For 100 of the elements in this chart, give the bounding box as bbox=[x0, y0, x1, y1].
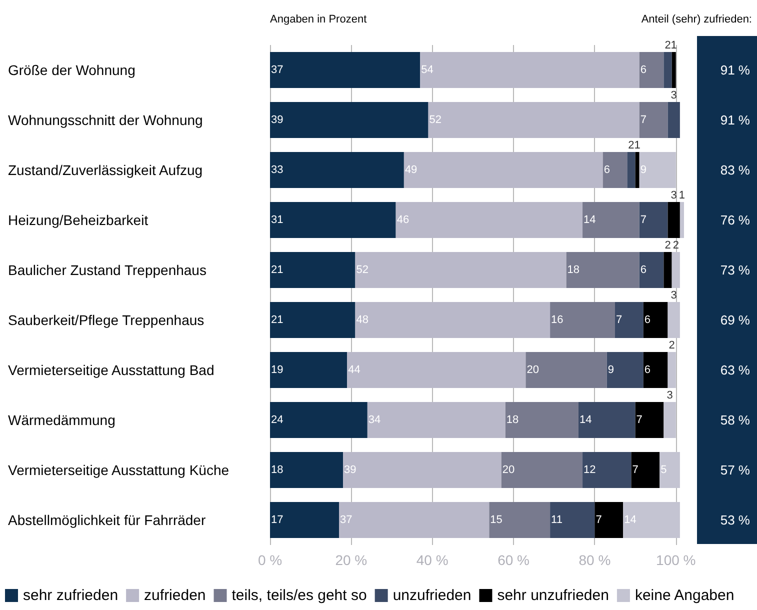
bar bbox=[489, 502, 550, 538]
data-label: 37 bbox=[340, 514, 352, 526]
bar bbox=[270, 302, 356, 338]
bar bbox=[550, 502, 595, 538]
data-label: 39 bbox=[344, 464, 356, 476]
data-label: 2 bbox=[668, 340, 675, 352]
data-label: 2 bbox=[628, 140, 634, 152]
legend-label: unzufrieden bbox=[392, 587, 472, 604]
text: 69 % bbox=[720, 312, 750, 328]
data-label: 52 bbox=[356, 264, 368, 276]
bar bbox=[367, 402, 506, 438]
data-label: 31 bbox=[271, 214, 284, 226]
data-label: 1 bbox=[678, 190, 686, 202]
legend-label: sehr zufrieden bbox=[23, 587, 118, 604]
data-label: 34 bbox=[368, 414, 381, 426]
data-label: 14 bbox=[579, 414, 592, 426]
data-label: 19 bbox=[271, 364, 284, 376]
y-tick-label: Wohnungsschnitt der Wohnung bbox=[8, 112, 203, 128]
text: 58 % bbox=[720, 412, 750, 428]
data-label: 11 bbox=[551, 514, 562, 526]
data-label: 3 bbox=[666, 390, 673, 402]
chart-subtitle: Angaben in Prozent bbox=[270, 14, 367, 26]
data-label: 3 bbox=[670, 190, 677, 202]
bar bbox=[639, 102, 668, 138]
y-tick-label: Vermieterseitige Ausstattung Bad bbox=[8, 362, 214, 378]
text: Anteil (sehr) zufrieden: bbox=[641, 14, 752, 26]
data-label: 3 bbox=[670, 90, 677, 102]
bar bbox=[501, 452, 583, 488]
bar bbox=[270, 102, 428, 138]
data-label: 9 bbox=[640, 164, 646, 176]
bar bbox=[639, 152, 676, 188]
bar bbox=[680, 202, 684, 238]
bar bbox=[639, 52, 664, 88]
data-label: 46 bbox=[396, 214, 410, 226]
data-label: 2 bbox=[672, 240, 679, 252]
bar bbox=[672, 252, 680, 288]
bar bbox=[355, 252, 566, 288]
data-label: 48 bbox=[356, 314, 368, 326]
text: 57 % bbox=[720, 462, 750, 478]
bar bbox=[347, 352, 526, 388]
bar bbox=[664, 252, 672, 288]
data-label: 7 bbox=[616, 314, 622, 326]
bar bbox=[668, 302, 680, 338]
text: 91 % bbox=[720, 112, 750, 128]
y-tick-label: Wärmedämmung bbox=[8, 412, 116, 428]
bar bbox=[343, 452, 502, 488]
bar bbox=[582, 452, 632, 488]
legend-label: zufrieden bbox=[144, 587, 206, 604]
bar bbox=[643, 352, 668, 388]
bar bbox=[639, 252, 664, 288]
bar bbox=[639, 202, 668, 238]
data-label: 39 bbox=[271, 114, 284, 126]
bar bbox=[428, 102, 640, 138]
x-tick-label: 100 % bbox=[656, 552, 696, 568]
y-tick-label: Zustand/Zuverlässigkeit Aufzug bbox=[8, 162, 203, 178]
x-tick-label: 80 % bbox=[578, 552, 611, 568]
legend-label: keine Angaben bbox=[634, 587, 734, 604]
legend-label: sehr unzufrieden bbox=[497, 587, 609, 604]
bar bbox=[396, 202, 583, 238]
data-label: 6 bbox=[640, 264, 646, 276]
bar bbox=[420, 52, 640, 88]
bar bbox=[668, 102, 680, 138]
y-tick-label: Größe der Wohnung bbox=[8, 62, 136, 78]
bar bbox=[270, 402, 368, 438]
data-label: 16 bbox=[551, 314, 564, 326]
data-label: 18 bbox=[506, 414, 519, 426]
x-tick-label: 40 % bbox=[416, 552, 448, 568]
bar bbox=[526, 352, 607, 388]
bar bbox=[550, 302, 615, 338]
y-tick-label: Sauberkeit/Pflege Treppenhaus bbox=[8, 312, 204, 328]
data-label: 2 bbox=[664, 40, 671, 52]
data-label: 33 bbox=[271, 164, 284, 176]
y-tick-label: Vermieterseitige Ausstattung Küche bbox=[8, 462, 230, 478]
text: 76 % bbox=[720, 212, 750, 228]
data-label: 9 bbox=[608, 364, 614, 376]
data-label: 7 bbox=[640, 214, 646, 226]
text: 63 % bbox=[720, 362, 750, 378]
bar bbox=[270, 452, 344, 488]
data-label: 52 bbox=[429, 114, 442, 126]
bar bbox=[566, 252, 640, 288]
y-tick-label: Baulicher Zustand Treppenhaus bbox=[8, 262, 206, 278]
data-label: 6 bbox=[644, 314, 651, 326]
bar bbox=[631, 452, 660, 488]
data-label: 49 bbox=[404, 164, 418, 176]
data-label: 14 bbox=[624, 514, 636, 526]
data-label: 1 bbox=[634, 140, 640, 152]
data-label: 17 bbox=[271, 514, 284, 526]
bar bbox=[270, 352, 348, 388]
bar bbox=[270, 152, 404, 188]
data-label: 21 bbox=[271, 314, 284, 326]
data-label: 24 bbox=[271, 414, 284, 426]
bar bbox=[270, 202, 396, 238]
bar bbox=[615, 302, 644, 338]
x-tick-label: 0 % bbox=[258, 552, 282, 568]
data-label: 14 bbox=[584, 214, 596, 226]
bar bbox=[672, 52, 676, 88]
data-label: 3 bbox=[670, 290, 677, 302]
data-label: 2 bbox=[664, 240, 671, 252]
data-label: 7 bbox=[596, 514, 602, 526]
bar bbox=[668, 202, 680, 238]
